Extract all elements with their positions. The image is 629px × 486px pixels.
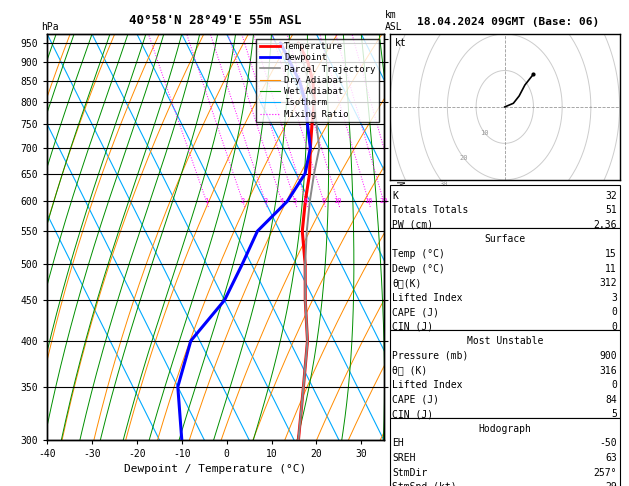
Text: 0: 0 bbox=[611, 380, 617, 390]
X-axis label: Dewpoint / Temperature (°C): Dewpoint / Temperature (°C) bbox=[125, 465, 306, 474]
Text: 2.36: 2.36 bbox=[594, 220, 617, 230]
Text: hPa: hPa bbox=[41, 21, 58, 32]
Text: 11: 11 bbox=[605, 263, 617, 274]
Text: 16: 16 bbox=[364, 198, 373, 204]
Text: 20: 20 bbox=[460, 156, 469, 161]
Text: Dewp (°C): Dewp (°C) bbox=[392, 263, 445, 274]
Text: 6: 6 bbox=[304, 198, 308, 204]
Text: 25: 25 bbox=[395, 198, 403, 204]
Text: 15: 15 bbox=[605, 249, 617, 259]
Text: Temp (°C): Temp (°C) bbox=[392, 249, 445, 259]
Text: PW (cm): PW (cm) bbox=[392, 220, 433, 230]
Text: Pressure (mb): Pressure (mb) bbox=[392, 351, 469, 361]
Text: CAPE (J): CAPE (J) bbox=[392, 395, 440, 405]
Text: 257°: 257° bbox=[594, 468, 617, 478]
Text: kt: kt bbox=[394, 38, 406, 49]
Text: 10: 10 bbox=[480, 130, 489, 136]
Text: EH: EH bbox=[392, 438, 404, 449]
Text: 63: 63 bbox=[605, 453, 617, 463]
Text: StmDir: StmDir bbox=[392, 468, 428, 478]
Text: -50: -50 bbox=[599, 438, 617, 449]
Text: 316: 316 bbox=[599, 365, 617, 376]
Text: 2: 2 bbox=[240, 198, 245, 204]
Text: 10: 10 bbox=[333, 198, 342, 204]
Text: CIN (J): CIN (J) bbox=[392, 409, 433, 419]
Text: Totals Totals: Totals Totals bbox=[392, 205, 469, 215]
Text: 18.04.2024 09GMT (Base: 06): 18.04.2024 09GMT (Base: 06) bbox=[417, 17, 599, 27]
Text: Lifted Index: Lifted Index bbox=[392, 293, 463, 303]
Text: StmSpd (kt): StmSpd (kt) bbox=[392, 482, 457, 486]
Text: 32: 32 bbox=[605, 191, 617, 201]
Text: Lifted Index: Lifted Index bbox=[392, 380, 463, 390]
Text: Surface: Surface bbox=[484, 234, 525, 244]
Text: km
ASL: km ASL bbox=[385, 10, 403, 32]
Text: 3: 3 bbox=[263, 198, 267, 204]
Text: 5: 5 bbox=[292, 198, 297, 204]
Text: 5: 5 bbox=[611, 409, 617, 419]
Text: 84: 84 bbox=[605, 395, 617, 405]
Text: Most Unstable: Most Unstable bbox=[467, 336, 543, 347]
Text: Mixing Ratio (g/kg): Mixing Ratio (g/kg) bbox=[394, 181, 404, 293]
Text: 51: 51 bbox=[605, 205, 617, 215]
Text: θᴇ (K): θᴇ (K) bbox=[392, 365, 428, 376]
Text: CIN (J): CIN (J) bbox=[392, 322, 433, 332]
Text: SREH: SREH bbox=[392, 453, 416, 463]
Text: 1: 1 bbox=[204, 198, 208, 204]
Text: 0: 0 bbox=[611, 307, 617, 317]
Text: 29: 29 bbox=[605, 482, 617, 486]
Text: 900: 900 bbox=[599, 351, 617, 361]
Text: θᴇ(K): θᴇ(K) bbox=[392, 278, 422, 288]
Text: 312: 312 bbox=[599, 278, 617, 288]
Text: CAPE (J): CAPE (J) bbox=[392, 307, 440, 317]
Legend: Temperature, Dewpoint, Parcel Trajectory, Dry Adiabat, Wet Adiabat, Isotherm, Mi: Temperature, Dewpoint, Parcel Trajectory… bbox=[256, 38, 379, 122]
Text: 0: 0 bbox=[611, 322, 617, 332]
Text: 3: 3 bbox=[611, 293, 617, 303]
Text: © weatheronline.co.uk: © weatheronline.co.uk bbox=[452, 474, 564, 484]
Text: 30: 30 bbox=[440, 181, 448, 187]
Text: 20: 20 bbox=[379, 198, 388, 204]
Text: 4: 4 bbox=[280, 198, 284, 204]
Text: 8: 8 bbox=[321, 198, 326, 204]
Text: 40°58'N 28°49'E 55m ASL: 40°58'N 28°49'E 55m ASL bbox=[129, 14, 302, 27]
Text: Hodograph: Hodograph bbox=[478, 424, 532, 434]
Text: K: K bbox=[392, 191, 398, 201]
